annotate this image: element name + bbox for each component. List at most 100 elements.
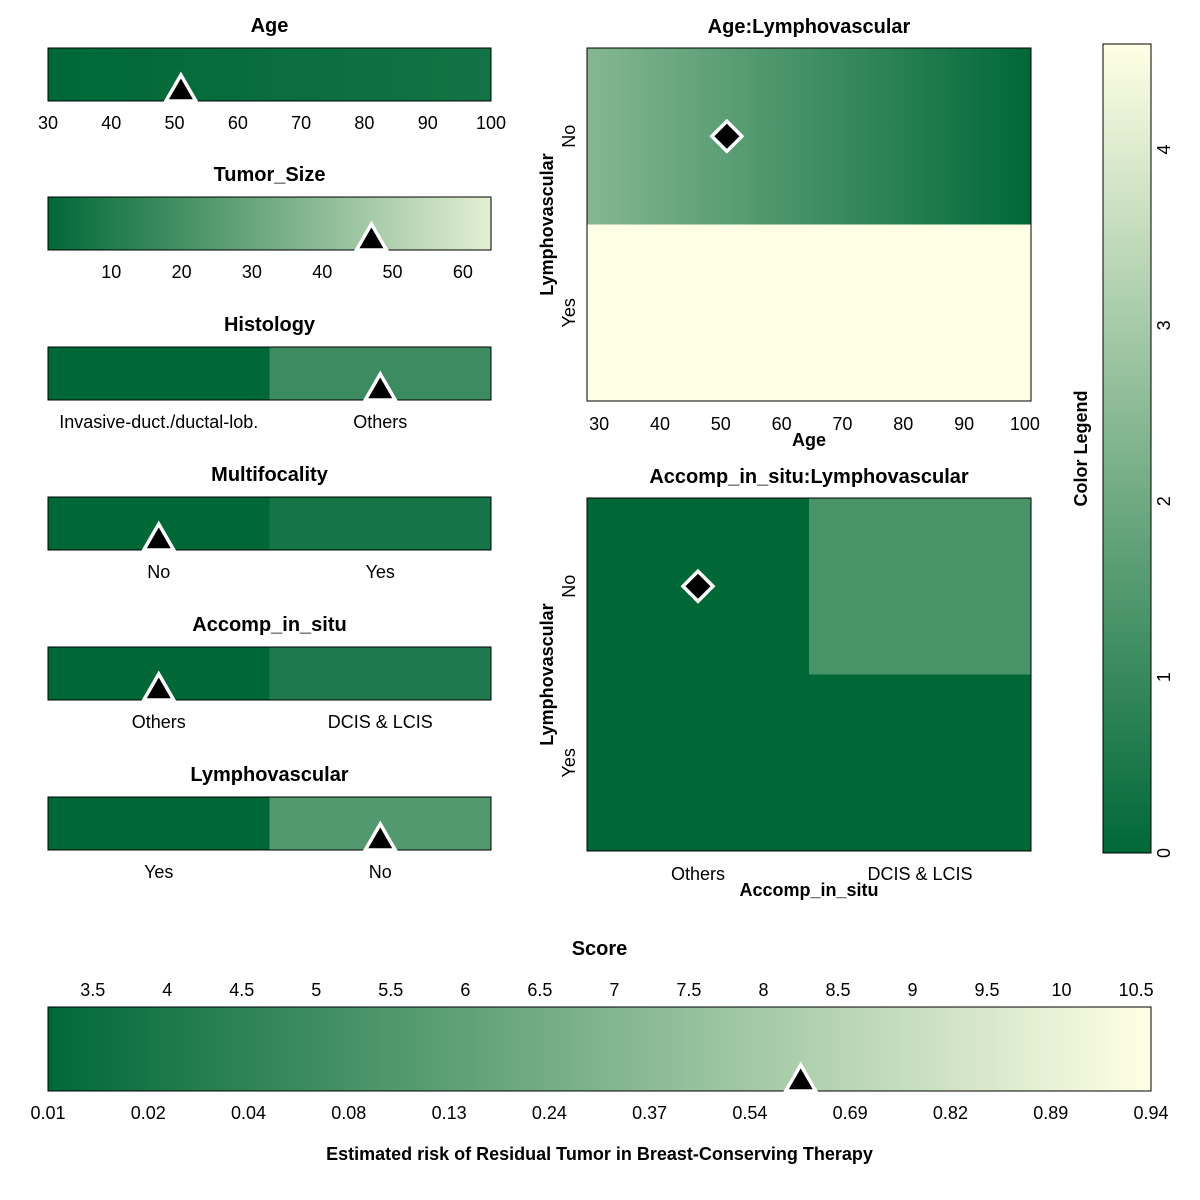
multifocality-marker xyxy=(140,520,177,552)
age-title: Age xyxy=(251,15,289,37)
accomp-lymphovascular-x-tick: Others xyxy=(671,864,725,884)
color-legend-bar xyxy=(1103,44,1151,853)
score-marker xyxy=(782,1061,819,1093)
score-tick: 6 xyxy=(460,980,470,1000)
score-tick: 9.5 xyxy=(975,980,1000,1000)
age-tick-label: 50 xyxy=(165,113,185,133)
age-lymphovascular-frame xyxy=(586,47,1032,402)
accomp-in-situ-title: Accomp_in_situ xyxy=(192,614,346,636)
tumor-size-tick-label: 30 xyxy=(242,262,262,282)
risk-tick: 0.13 xyxy=(432,1103,467,1123)
risk-tick: 0.69 xyxy=(833,1103,868,1123)
age-lymphovascular-x-tick: 90 xyxy=(954,414,974,434)
accomp-lymphovascular-marker xyxy=(680,568,716,604)
age-lymphovascular-x-tick: 100 xyxy=(1010,414,1040,434)
age-lymphovascular-title: Age:Lymphovascular xyxy=(708,16,911,38)
age-tick-label: 80 xyxy=(354,113,374,133)
histology-category-label: Others xyxy=(353,412,407,432)
accomp-lymphovascular-x-tick: DCIS & LCIS xyxy=(867,864,972,884)
score-tick: 4.5 xyxy=(229,980,254,1000)
age-marker xyxy=(162,71,199,103)
tumor-size-tick-label: 20 xyxy=(172,262,192,282)
risk-tick: 0.54 xyxy=(732,1103,767,1123)
age-lymphovascular-ylabel: Lymphovascular xyxy=(537,153,557,295)
risk-tick: 0.94 xyxy=(1133,1103,1168,1123)
score-frame xyxy=(47,1006,1152,1092)
age-frame xyxy=(47,47,492,102)
age-lymphovascular-x-tick: 50 xyxy=(711,414,731,434)
age-tick-label: 100 xyxy=(476,113,506,133)
tumor-size-tick-label: 10 xyxy=(101,262,121,282)
multifocality-category-label: Yes xyxy=(366,562,395,582)
age-lymphovascular-x-tick: 70 xyxy=(832,414,852,434)
color-legend-tick: 1 xyxy=(1154,672,1174,682)
tumor-size-tick-label: 50 xyxy=(383,262,403,282)
tumor-size-marker xyxy=(353,220,390,252)
histology-category-label: Invasive-duct./ductal-lob. xyxy=(59,412,258,432)
age-lymphovascular-x-tick: 60 xyxy=(772,414,792,434)
score-tick: 6.5 xyxy=(527,980,552,1000)
accomp-in-situ-category-label: Others xyxy=(132,712,186,732)
score-tick: 8 xyxy=(758,980,768,1000)
risk-tick: 0.01 xyxy=(30,1103,65,1123)
risk-tick: 0.04 xyxy=(231,1103,266,1123)
lymphovascular-title: Lymphovascular xyxy=(190,764,348,786)
accomp-lymphovascular-frame xyxy=(586,497,1032,852)
score-tick: 5 xyxy=(311,980,321,1000)
score-tick: 5.5 xyxy=(378,980,403,1000)
histology-title: Histology xyxy=(224,314,316,336)
age-lymphovascular-x-tick: 30 xyxy=(589,414,609,434)
lymphovascular-frame xyxy=(47,796,492,851)
accomp-in-situ-frame xyxy=(47,646,492,701)
age-lymphovascular-marker xyxy=(709,118,745,154)
score-tick: 4 xyxy=(162,980,172,1000)
accomp-lymphovascular-cell xyxy=(809,498,1031,675)
age-lymphovascular-row xyxy=(587,48,1031,225)
score-tick: 8.5 xyxy=(825,980,850,1000)
risk-tick: 0.37 xyxy=(632,1103,667,1123)
score-tick: 9 xyxy=(908,980,918,1000)
accomp-lymphovascular-y-tick: No xyxy=(559,575,579,598)
accomp-in-situ-cell xyxy=(269,647,491,700)
accomp-lymphovascular-cell xyxy=(809,674,1031,851)
age-tick-label: 40 xyxy=(101,113,121,133)
multifocality-title: Multifocality xyxy=(211,464,329,486)
risk-tick: 0.82 xyxy=(933,1103,968,1123)
accomp-in-situ-marker xyxy=(140,670,177,702)
age-lymphovascular-y-tick: Yes xyxy=(559,298,579,327)
histology-frame xyxy=(47,346,492,401)
tumor-size-tick-label: 60 xyxy=(453,262,473,282)
color-legend-tick: 0 xyxy=(1154,848,1174,858)
score-bar xyxy=(48,1007,1151,1091)
multifocality-category-label: No xyxy=(147,562,170,582)
risk-tick: 0.89 xyxy=(1033,1103,1068,1123)
accomp-lymphovascular-cell xyxy=(587,674,809,851)
risk-tick: 0.02 xyxy=(131,1103,166,1123)
multifocality-frame xyxy=(47,496,492,551)
age-lymphovascular-y-tick: No xyxy=(559,125,579,148)
score-tick: 3.5 xyxy=(80,980,105,1000)
age-tick-label: 60 xyxy=(228,113,248,133)
score-tick: 7 xyxy=(609,980,619,1000)
lymphovascular-cell xyxy=(48,797,270,850)
risk-tick: 0.08 xyxy=(331,1103,366,1123)
color-legend-frame xyxy=(1102,43,1152,854)
color-legend-tick: 2 xyxy=(1154,496,1174,506)
color-legend-tick: 3 xyxy=(1154,320,1174,330)
age-bar xyxy=(48,48,491,101)
score-tick: 7.5 xyxy=(676,980,701,1000)
age-lymphovascular-x-tick: 40 xyxy=(650,414,670,434)
color-legend-title: Color Legend xyxy=(1071,391,1091,507)
color-legend-tick: 4 xyxy=(1154,145,1174,155)
tumor-size-bar xyxy=(48,197,491,250)
lymphovascular-category-label: No xyxy=(369,862,392,882)
tumor-size-title: Tumor_Size xyxy=(214,164,326,186)
histology-marker xyxy=(362,370,399,402)
score-tick: 10 xyxy=(1052,980,1072,1000)
age-lymphovascular-x-tick: 80 xyxy=(893,414,913,434)
accomp-lymphovascular-title: Accomp_in_situ:Lymphovascular xyxy=(649,466,969,488)
accomp-in-situ-category-label: DCIS & LCIS xyxy=(328,712,433,732)
accomp-lymphovascular-y-tick: Yes xyxy=(559,748,579,777)
multifocality-cell xyxy=(269,497,491,550)
tumor-size-tick-label: 40 xyxy=(312,262,332,282)
